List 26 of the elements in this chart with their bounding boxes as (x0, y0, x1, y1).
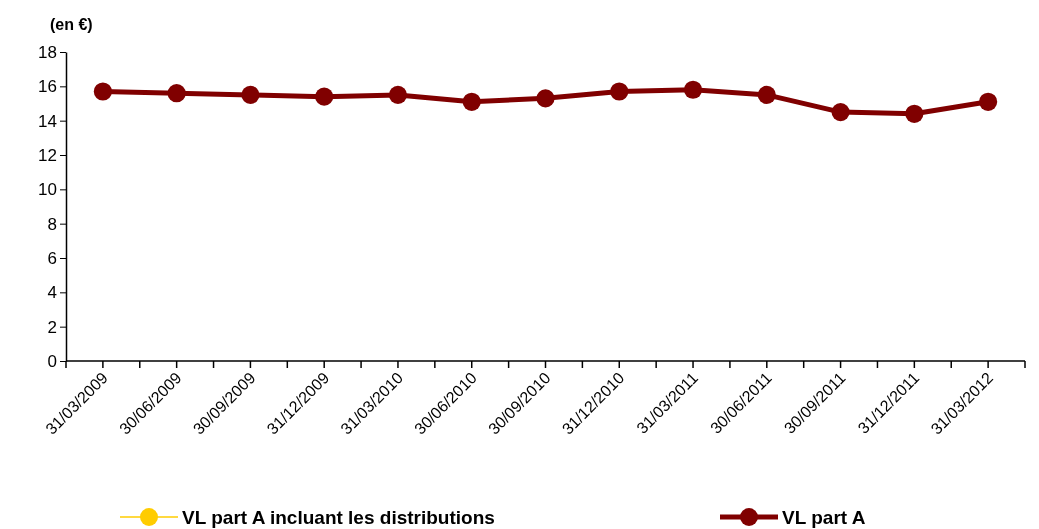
point (905, 104, 924, 123)
point (979, 92, 998, 111)
point (167, 84, 186, 103)
y-tick-label: 8 (47, 214, 57, 234)
y-tick-label: 12 (38, 145, 57, 165)
y-tick-label: 2 (47, 317, 57, 337)
point (241, 85, 260, 104)
point (536, 89, 555, 108)
point (610, 82, 629, 101)
legend-label: VL part A (782, 507, 866, 528)
point (315, 87, 334, 106)
point (831, 103, 850, 122)
legend-label: VL part A incluant les distributions (182, 507, 495, 528)
point (388, 85, 408, 104)
y-tick-label: 14 (38, 111, 57, 131)
point (462, 92, 481, 111)
y-tick-label: 6 (47, 248, 57, 268)
y-tick-label: 18 (38, 42, 57, 62)
y-axis-title: (en €) (50, 16, 93, 33)
point (93, 82, 112, 101)
point (757, 85, 776, 104)
y-tick-label: 10 (38, 180, 57, 200)
y-tick-label: 0 (47, 351, 57, 371)
y-tick-label: 4 (47, 283, 57, 303)
y-tick-label: 16 (38, 77, 57, 97)
point (683, 80, 703, 99)
